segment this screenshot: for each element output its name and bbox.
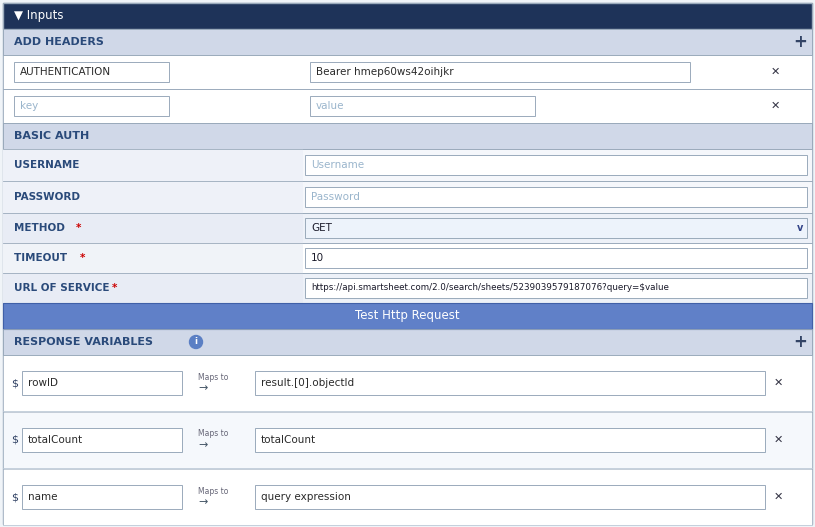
Text: i: i: [195, 337, 197, 346]
Text: *: *: [112, 283, 117, 293]
Text: TIMEOUT: TIMEOUT: [14, 253, 71, 263]
Bar: [305, 248, 807, 268]
Text: result.[0].objectId: result.[0].objectId: [261, 378, 355, 388]
Bar: [3, 273, 812, 303]
Bar: [22, 428, 182, 452]
Text: v: v: [797, 223, 804, 233]
Bar: [310, 62, 690, 82]
Bar: [22, 371, 182, 395]
Bar: [255, 428, 765, 452]
Bar: [255, 485, 765, 509]
Text: Bearer hmep60ws42oihjkr: Bearer hmep60ws42oihjkr: [316, 67, 454, 77]
Text: BASIC AUTH: BASIC AUTH: [14, 131, 90, 141]
Circle shape: [190, 336, 202, 348]
Text: URL OF SERVICE: URL OF SERVICE: [14, 283, 113, 293]
Text: GET: GET: [311, 223, 332, 233]
Text: ✕: ✕: [770, 101, 780, 111]
Text: ▼ Inputs: ▼ Inputs: [14, 9, 64, 23]
Text: *: *: [80, 253, 86, 263]
Text: key: key: [20, 101, 38, 111]
Text: Password: Password: [311, 192, 360, 202]
Bar: [3, 55, 812, 89]
Text: $: $: [11, 492, 18, 502]
Text: Maps to: Maps to: [198, 430, 228, 438]
Bar: [3, 243, 303, 273]
Text: name: name: [28, 492, 58, 502]
Text: METHOD: METHOD: [14, 223, 68, 233]
Text: AUTHENTICATION: AUTHENTICATION: [20, 67, 111, 77]
Text: Test Http Request: Test Http Request: [355, 309, 460, 323]
Bar: [3, 329, 812, 355]
Bar: [22, 485, 182, 509]
Text: ✕: ✕: [773, 378, 782, 388]
Text: +: +: [793, 333, 807, 351]
Bar: [3, 149, 812, 181]
Text: value: value: [316, 101, 345, 111]
Text: ✕: ✕: [773, 435, 782, 445]
Text: →: →: [198, 497, 207, 507]
Bar: [255, 371, 765, 395]
Bar: [3, 149, 303, 181]
Bar: [3, 181, 303, 213]
Bar: [14, 62, 169, 82]
Bar: [305, 278, 807, 298]
Bar: [3, 29, 812, 55]
Text: $: $: [11, 378, 18, 388]
Bar: [3, 3, 812, 29]
Bar: [3, 181, 812, 213]
Bar: [305, 155, 807, 175]
Text: *: *: [76, 223, 82, 233]
Bar: [3, 213, 303, 243]
Text: https://api.smartsheet.com/2.0/search/sheets/5239039579187076?query=$value: https://api.smartsheet.com/2.0/search/sh…: [311, 284, 669, 292]
Text: +: +: [793, 33, 807, 51]
Text: query expression: query expression: [261, 492, 351, 502]
Bar: [305, 218, 807, 238]
Text: PASSWORD: PASSWORD: [14, 192, 80, 202]
Text: Username: Username: [311, 160, 364, 170]
Text: ✕: ✕: [770, 67, 780, 77]
Bar: [14, 96, 169, 116]
Bar: [3, 213, 812, 243]
Text: rowID: rowID: [28, 378, 58, 388]
Text: →: →: [198, 440, 207, 450]
Bar: [3, 273, 303, 303]
Bar: [305, 187, 807, 207]
Text: $: $: [11, 435, 18, 445]
Text: totalCount: totalCount: [28, 435, 83, 445]
Bar: [3, 243, 812, 273]
Text: →: →: [198, 383, 207, 393]
Bar: [3, 412, 812, 468]
Text: USERNAME: USERNAME: [14, 160, 79, 170]
Bar: [3, 89, 812, 123]
Bar: [3, 303, 812, 329]
Text: RESPONSE VARIABLES: RESPONSE VARIABLES: [14, 337, 153, 347]
Text: Maps to: Maps to: [198, 373, 228, 382]
Text: ADD HEADERS: ADD HEADERS: [14, 37, 104, 47]
Text: totalCount: totalCount: [261, 435, 316, 445]
Bar: [3, 123, 812, 149]
Bar: [3, 469, 812, 525]
Text: Maps to: Maps to: [198, 486, 228, 495]
Bar: [3, 355, 812, 411]
Bar: [310, 96, 535, 116]
Text: 10: 10: [311, 253, 324, 263]
Text: ✕: ✕: [773, 492, 782, 502]
